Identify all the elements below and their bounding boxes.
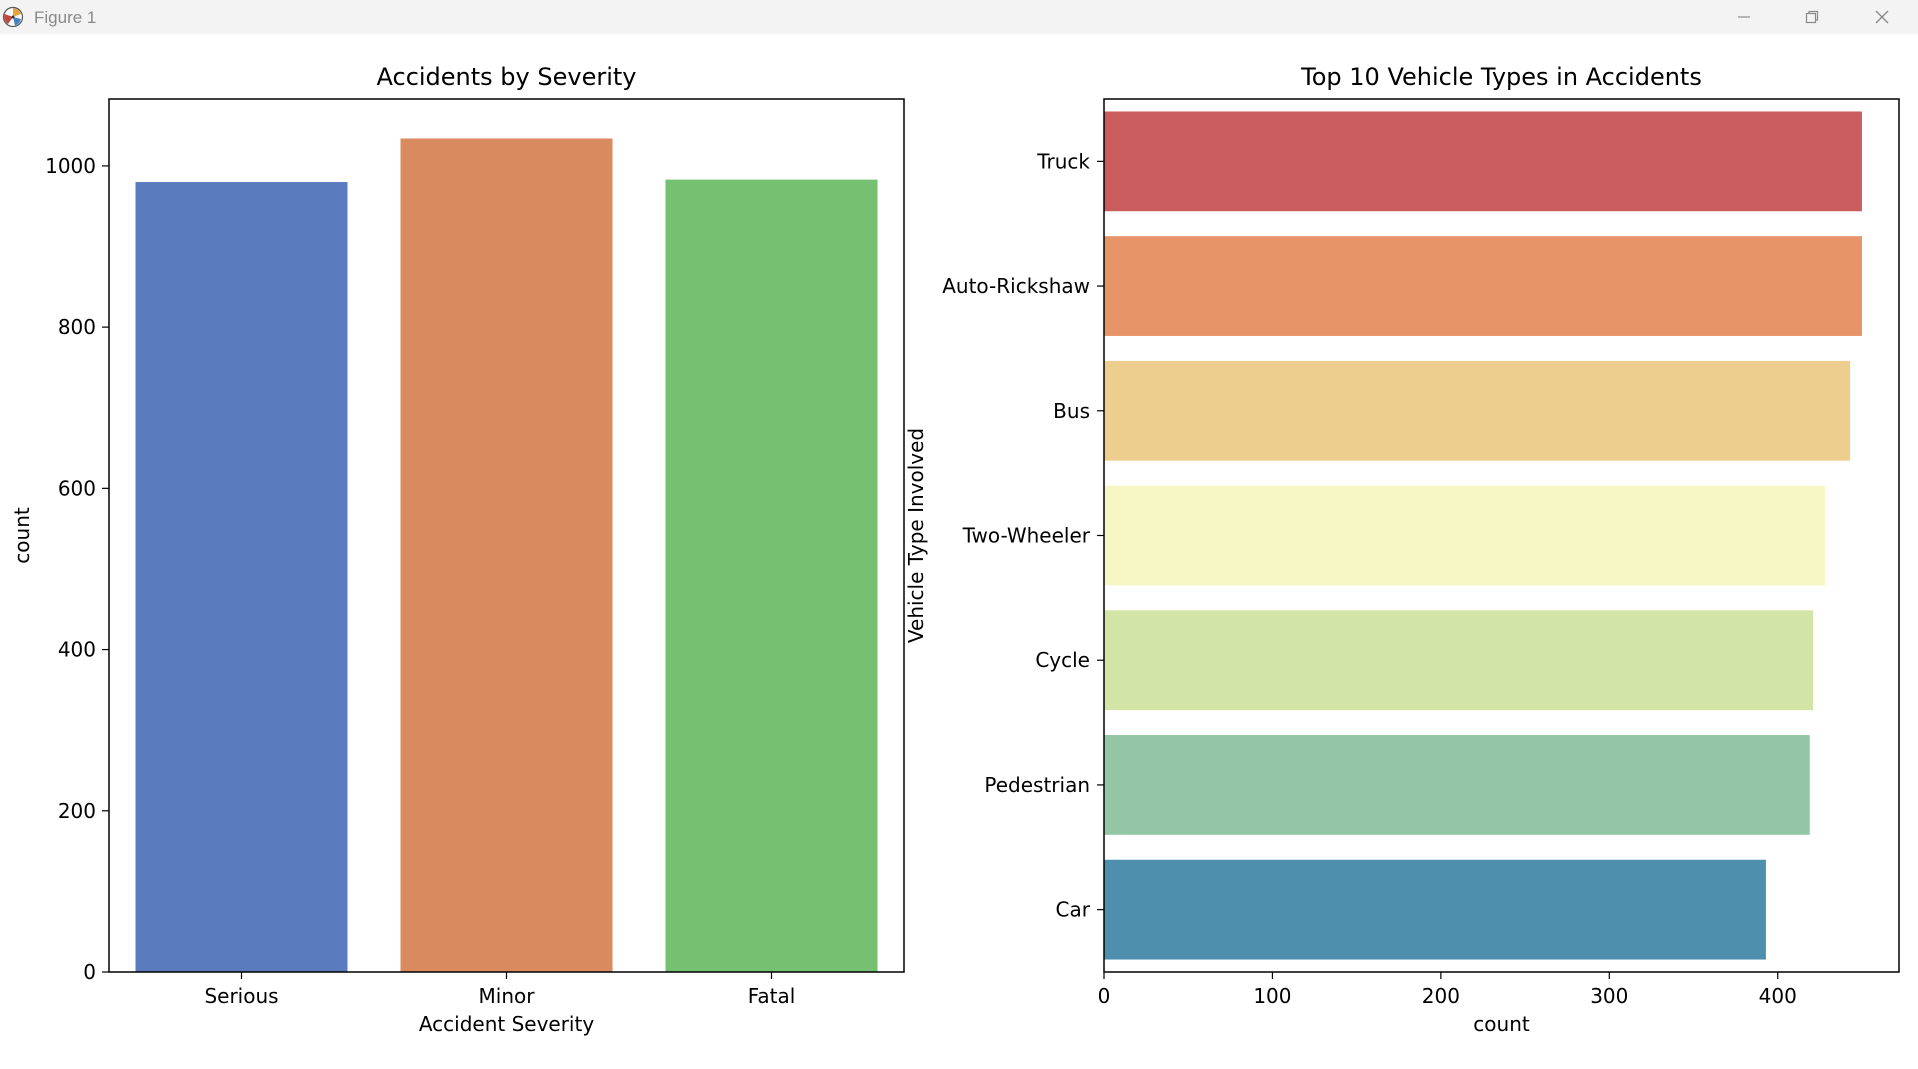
bar-serious: [135, 182, 348, 972]
x-tick-label: 100: [1253, 984, 1291, 1008]
y-tick-label: 400: [58, 638, 96, 662]
bar-two-wheeler: [1104, 485, 1825, 586]
axes-frame: [1103, 98, 1900, 973]
y-tick-label: 600: [58, 476, 96, 500]
figure-canvas: Serious Minor Fatal 0 200 400 600 800 1000 Accide…: [0, 34, 1918, 1065]
bar-cycle: [1104, 610, 1814, 711]
y-tick-label: Auto-Rickshaw: [942, 274, 1090, 298]
close-icon: [1875, 10, 1889, 24]
y-tick-label: Pedestrian: [984, 773, 1090, 797]
y-axis-label: count: [10, 507, 34, 564]
x-tick-label: 400: [1759, 984, 1797, 1008]
restore-button[interactable]: [1782, 0, 1842, 34]
x-tick-label: Fatal: [748, 984, 796, 1008]
bar-minor: [400, 138, 613, 973]
x-tick-label: 300: [1590, 984, 1628, 1008]
x-axis-label: count: [1473, 1012, 1530, 1036]
minimize-button[interactable]: [1714, 0, 1774, 34]
y-tick-label: 0: [83, 960, 96, 984]
chart-title: Accidents by Severity: [377, 63, 637, 91]
matplotlib-icon: [2, 6, 24, 28]
axes-frame: [108, 98, 905, 973]
y-axis-label: Vehicle Type Involved: [904, 428, 928, 643]
bar-fatal: [665, 179, 878, 972]
y-tick-label: Bus: [1053, 399, 1090, 423]
bar-bus: [1104, 360, 1851, 461]
x-tick-label: 0: [1098, 984, 1111, 1008]
minimize-icon: [1738, 16, 1750, 18]
x-tick-label: 200: [1422, 984, 1460, 1008]
x-axis-label: Accident Severity: [419, 1012, 595, 1036]
window-title: Figure 1: [34, 8, 97, 27]
y-tick-label: 200: [58, 799, 96, 823]
bar-truck: [1104, 111, 1862, 212]
y-tick-label: Car: [1056, 898, 1091, 922]
x-tick-label: Serious: [204, 984, 278, 1008]
window-titlebar: Figure 1: [0, 0, 1918, 34]
chart-title: Top 10 Vehicle Types in Accidents: [1300, 63, 1702, 91]
close-button[interactable]: [1852, 0, 1912, 34]
y-tick-label: Cycle: [1035, 648, 1090, 672]
y-tick-label: 1000: [45, 154, 96, 178]
restore-icon: [1805, 10, 1819, 24]
bar-auto-rickshaw: [1104, 236, 1862, 336]
y-tick-label: 800: [58, 315, 96, 339]
y-tick-label: Truck: [1036, 149, 1090, 173]
x-tick-label: Minor: [479, 984, 536, 1008]
figure-svg: Serious Minor Fatal02004006008001000Accide…: [10, 63, 1900, 1036]
bar-pedestrian: [1104, 735, 1810, 835]
y-tick-label: Two-Wheeler: [962, 524, 1091, 548]
bar-car: [1104, 859, 1766, 960]
